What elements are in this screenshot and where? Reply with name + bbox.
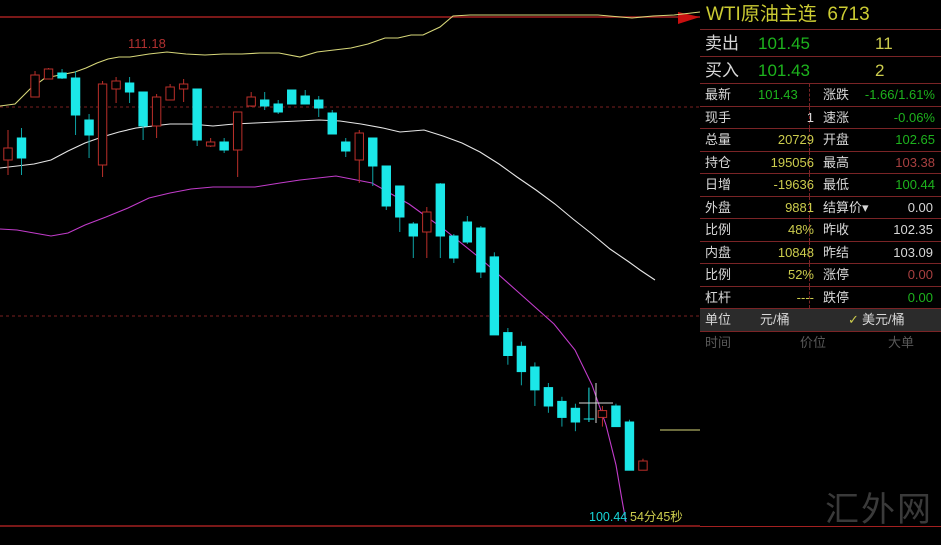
- svg-text:100.44: 100.44: [589, 510, 627, 524]
- svg-text:54分45秒: 54分45秒: [630, 510, 683, 524]
- svg-text:111.18: 111.18: [128, 36, 166, 51]
